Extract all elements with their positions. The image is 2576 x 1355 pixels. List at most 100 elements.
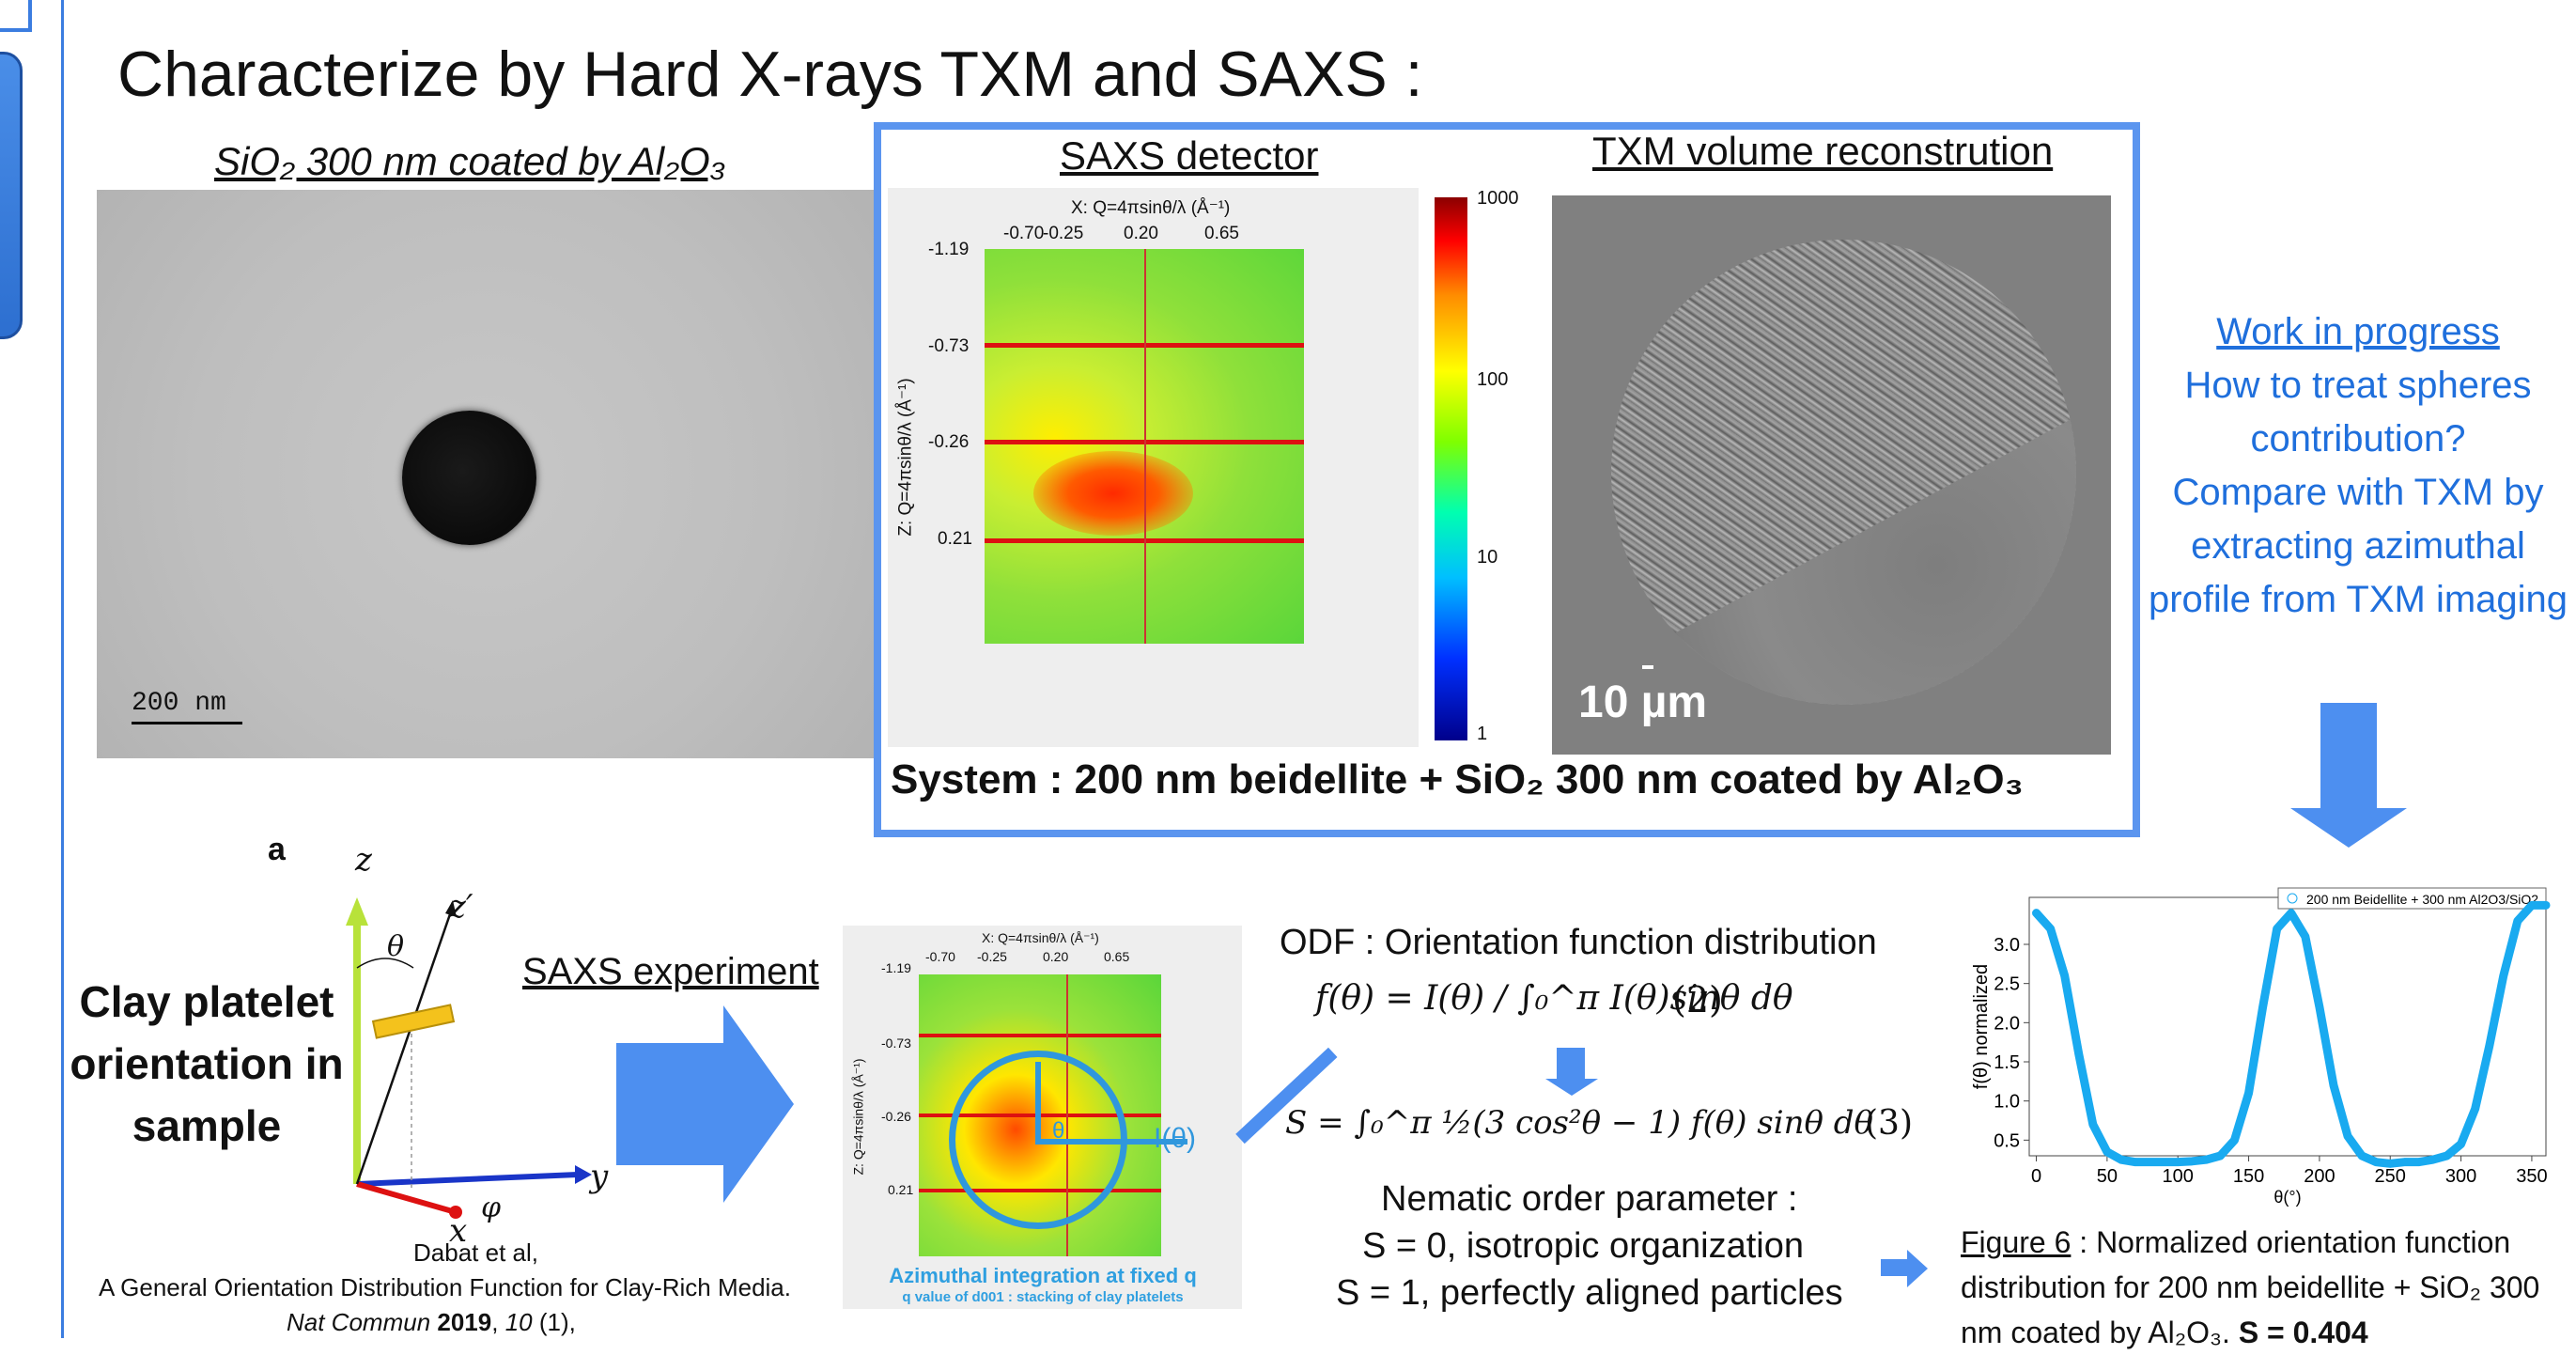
frame-corner xyxy=(0,0,32,32)
colorbar-tick: 10 xyxy=(1477,547,1498,568)
itheta-arrow xyxy=(1037,1139,1187,1145)
s-value: S = 0.404 xyxy=(2238,1316,2368,1349)
small-saxs-x-tick: 0.65 xyxy=(1104,949,1130,964)
data-point xyxy=(2161,1159,2167,1165)
sio2-particle xyxy=(402,411,536,545)
small-right-arrow-icon xyxy=(1881,1259,1909,1276)
x-tick-label: 150 xyxy=(2233,1166,2264,1187)
saxs-y-tick: 0.21 xyxy=(938,529,972,549)
y-tick-label: 2.5 xyxy=(1994,974,2020,995)
data-point xyxy=(2217,1153,2224,1159)
data-point xyxy=(2543,902,2549,909)
saxs-x-tick: 0.65 xyxy=(1204,224,1239,243)
data-point xyxy=(2500,973,2506,979)
x-axis-label: x xyxy=(449,1212,468,1250)
data-point xyxy=(2245,1090,2252,1097)
data-point xyxy=(2103,1148,2110,1155)
data-point xyxy=(2330,1082,2336,1088)
azimuthal-caption: Azimuthal integration at fixed q xyxy=(889,1264,1197,1287)
wip-title: Work in progress xyxy=(2216,311,2500,352)
small-saxs-y-tick: 0.21 xyxy=(888,1182,914,1197)
small-saxs-x-axis-label: X: Q=4πsinθ/λ (Å⁻¹) xyxy=(982,930,1099,945)
legend-label: 200 nm Beidellite + 300 nm Al2O3/SiO2 xyxy=(2306,892,2538,907)
eq-number-3: (3) xyxy=(1865,1104,1913,1143)
odf-chart: 0.5 1.0 1.5 2.0 2.5 3.0 0 50 100 150 200 250 300 350 θ… xyxy=(1971,887,2551,1207)
saxs-peak xyxy=(1033,451,1193,536)
data-point xyxy=(2345,1133,2351,1140)
data-point xyxy=(2175,1159,2181,1165)
itheta-label: I(θ) xyxy=(1154,1123,1196,1154)
data-point xyxy=(2033,910,2040,916)
saxs-y-axis-label: Z: Q=4πsinθ/λ (Å⁻¹) xyxy=(895,378,916,537)
x-tick-label: 350 xyxy=(2516,1166,2547,1187)
saxs-center-line xyxy=(1144,249,1146,644)
z-axis-label: z xyxy=(355,841,372,879)
y-tick-label: 1.5 xyxy=(1994,1052,2020,1073)
data-point xyxy=(2528,902,2535,909)
vertical-radius xyxy=(1035,1062,1041,1145)
odf-title: ODF : Orientation function distribution xyxy=(1280,923,1877,962)
citation-journal: Nat Commun xyxy=(287,1308,431,1336)
colorbar xyxy=(1435,197,1467,740)
right-arrow-icon xyxy=(616,1043,724,1165)
phi-label: φ xyxy=(481,1191,502,1224)
tem-scalebar-label: 200 nm xyxy=(132,689,226,718)
x-tick-label: 50 xyxy=(2097,1166,2118,1187)
data-point xyxy=(2444,1153,2450,1159)
theta-label: θ xyxy=(387,930,405,963)
small-saxs-y-tick: -1.19 xyxy=(881,960,911,975)
small-right-arrow-head-icon xyxy=(1907,1250,1928,1287)
eq-number-2: (2) xyxy=(1672,979,1723,1020)
work-in-progress-note: Work in progress How to treat spheres co… xyxy=(2142,305,2574,627)
figure-caption: Figure 6 : Normalized orientation functi… xyxy=(1961,1220,2571,1355)
data-point xyxy=(2288,910,2294,916)
small-saxs-y-tick: -0.26 xyxy=(881,1109,911,1124)
panel-letter: a xyxy=(268,832,286,867)
y-axis-label: f(θ) normalized xyxy=(1971,964,1992,1089)
small-saxs-y-axis-label: Z: Q=4πsinθ/λ (Å⁻¹) xyxy=(850,1058,866,1176)
data-point xyxy=(2075,1051,2082,1057)
small-saxs-x-tick: 0.20 xyxy=(1043,949,1069,964)
data-point xyxy=(2133,1159,2139,1165)
data-point xyxy=(2259,1004,2266,1010)
divider-line xyxy=(61,0,64,1338)
down-arrow-head-icon xyxy=(2290,808,2407,848)
txm-scale-label: 10 µm xyxy=(1578,678,1708,727)
saxs-y-tick: -1.19 xyxy=(928,240,970,259)
order-parameter-formula: S = ∫₀^π ½(3 cos²θ − 1) f(θ) sinθ dθ xyxy=(1285,1104,1874,1142)
txm-label: TXM volume reconstrution xyxy=(1592,129,2054,173)
zprime-axis-label: z′ xyxy=(449,888,473,926)
x-tick-label: 300 xyxy=(2445,1166,2476,1187)
saxs-x-tick: -0.70 xyxy=(1003,224,1045,243)
y-tick-label: 1.0 xyxy=(1994,1092,2020,1113)
data-point xyxy=(2458,1141,2464,1147)
wip-line: How to treat spheres contribution? xyxy=(2184,365,2532,459)
data-point xyxy=(2118,1157,2124,1163)
data-point xyxy=(2429,1157,2436,1163)
data-point xyxy=(2387,1160,2394,1167)
data-point xyxy=(2273,926,2280,932)
y-tick-label: 2.0 xyxy=(1994,1013,2020,1034)
txm-scalebar xyxy=(1642,665,1653,669)
data-point xyxy=(2401,1159,2408,1165)
x-tick-label: 250 xyxy=(2375,1166,2406,1187)
down-arrow-icon xyxy=(2320,703,2377,816)
data-point xyxy=(2047,926,2054,932)
saxs-x-axis-label: X: Q=4πsinθ/λ (Å⁻¹) xyxy=(1071,198,1231,218)
x-tick-label: 100 xyxy=(2163,1166,2194,1187)
s1-definition: S = 1, perfectly aligned particles xyxy=(1336,1273,1843,1313)
small-down-arrow-icon xyxy=(1557,1048,1585,1081)
data-point xyxy=(2316,1004,2322,1010)
saxs-x-tick: 0.20 xyxy=(1124,224,1158,243)
citation-authors: Dabat et al, xyxy=(413,1238,538,1267)
wip-line: Compare with TXM by extracting azimuthal… xyxy=(2148,472,2568,620)
small-saxs-x-tick: -0.70 xyxy=(925,949,955,964)
legend-marker xyxy=(2287,893,2298,904)
data-point xyxy=(2415,1159,2422,1165)
data-point xyxy=(2359,1153,2366,1159)
side-tab[interactable] xyxy=(0,52,23,339)
data-point xyxy=(2147,1159,2153,1165)
data-point xyxy=(2514,918,2521,924)
right-arrow-head-icon xyxy=(723,1005,794,1203)
citation-volume: 10 xyxy=(504,1308,533,1336)
